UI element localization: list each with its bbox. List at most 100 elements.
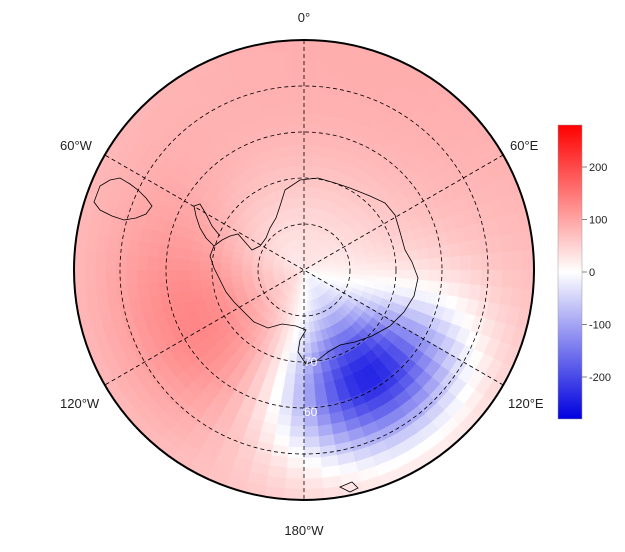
field-cell <box>157 244 171 259</box>
field-cell <box>251 269 263 275</box>
field-cell <box>386 269 399 279</box>
field-cell <box>522 249 534 271</box>
field-cell <box>303 154 315 167</box>
field-cell <box>303 60 323 73</box>
field-cell <box>178 269 190 282</box>
field-cell <box>299 217 305 229</box>
field-cell <box>303 91 320 104</box>
field-cell <box>303 332 311 344</box>
field-cell <box>314 134 328 147</box>
field-cell <box>296 186 305 198</box>
field-cell <box>146 269 159 285</box>
field-cell <box>84 250 97 271</box>
field-cell <box>167 257 180 271</box>
field-cell <box>416 247 430 261</box>
field-cell <box>285 165 297 178</box>
field-cell <box>470 254 483 271</box>
field-cell <box>303 425 319 438</box>
field-cell <box>375 255 388 264</box>
field-cell <box>178 258 190 271</box>
field-cell <box>261 269 274 274</box>
field-cell <box>376 269 388 278</box>
field-cell <box>209 261 222 271</box>
field-cell <box>303 300 308 313</box>
field-cell <box>94 269 107 289</box>
field-cell <box>449 255 462 271</box>
field-cell <box>303 165 314 177</box>
field-cell <box>397 260 409 271</box>
field-cell <box>470 269 483 286</box>
field-cell <box>437 244 451 259</box>
field-cell <box>287 446 305 459</box>
field-cell <box>406 249 419 262</box>
field-cell <box>501 251 514 271</box>
field-cell <box>285 467 305 480</box>
field-cell <box>292 384 305 396</box>
graticule <box>104 40 504 500</box>
field-cell <box>315 403 330 417</box>
field-cell <box>147 242 161 258</box>
field-cell <box>418 269 430 282</box>
field-cell <box>136 255 149 271</box>
field-cell <box>284 477 305 490</box>
antarctic-peninsula <box>193 203 221 247</box>
south-america-coastline <box>93 177 153 221</box>
field-cell <box>303 144 316 156</box>
field-cell <box>146 255 159 271</box>
colorbar-tick-label: 0 <box>589 267 595 279</box>
field-cell <box>303 133 317 146</box>
field-cell <box>315 123 330 137</box>
field-cell <box>303 175 313 188</box>
colorbar: 200 100 0 -100 -200 <box>557 124 611 420</box>
field-cell <box>386 253 399 264</box>
field-cell <box>303 477 324 490</box>
lon-label-bottom: 180°W <box>284 523 324 538</box>
field-cell <box>168 280 181 294</box>
field-cell <box>136 269 149 285</box>
lon-label-upper-left: 60°W <box>60 138 93 153</box>
field-cell <box>178 279 192 293</box>
field-cell <box>355 264 368 271</box>
field-cell <box>300 227 305 240</box>
field-cell <box>303 342 312 354</box>
field-cell <box>303 81 321 94</box>
field-cell <box>199 269 211 280</box>
map-border <box>73 39 535 501</box>
field-cell <box>437 281 451 296</box>
field-cell <box>220 276 233 285</box>
field-cell <box>449 269 462 285</box>
field-cell <box>316 113 332 127</box>
field-cell <box>501 269 514 289</box>
field-cell <box>418 258 430 271</box>
field-cell <box>289 112 305 125</box>
field-cell <box>84 269 97 290</box>
antarctica-coastline <box>209 177 419 365</box>
field-cell <box>447 242 461 258</box>
field-cell <box>290 123 305 135</box>
latitude-circle <box>165 131 443 409</box>
field-cell <box>290 405 305 417</box>
field-cell <box>289 186 298 199</box>
lon-label-lower-right: 120°E <box>508 396 544 411</box>
anomaly-field <box>74 40 534 500</box>
field-cell <box>105 252 117 271</box>
field-cell <box>286 457 305 469</box>
field-cell <box>287 175 298 188</box>
field-cell <box>157 256 169 271</box>
field-cell <box>376 262 388 271</box>
field-cell <box>286 71 305 83</box>
field-cell <box>303 102 319 115</box>
field-cell <box>303 488 325 500</box>
colorbar-tick-label: 100 <box>589 215 607 227</box>
field-cell <box>230 269 242 277</box>
field-cell <box>199 260 211 271</box>
latitude-circle <box>211 177 397 363</box>
field-cell <box>283 488 305 500</box>
field-cell <box>303 311 309 323</box>
lon-label-lower-left: 120°W <box>60 396 100 411</box>
field-cell <box>459 269 472 285</box>
field-cell <box>293 373 305 386</box>
field-cell <box>310 341 319 354</box>
field-cell <box>480 253 493 271</box>
field-cell <box>407 269 420 281</box>
